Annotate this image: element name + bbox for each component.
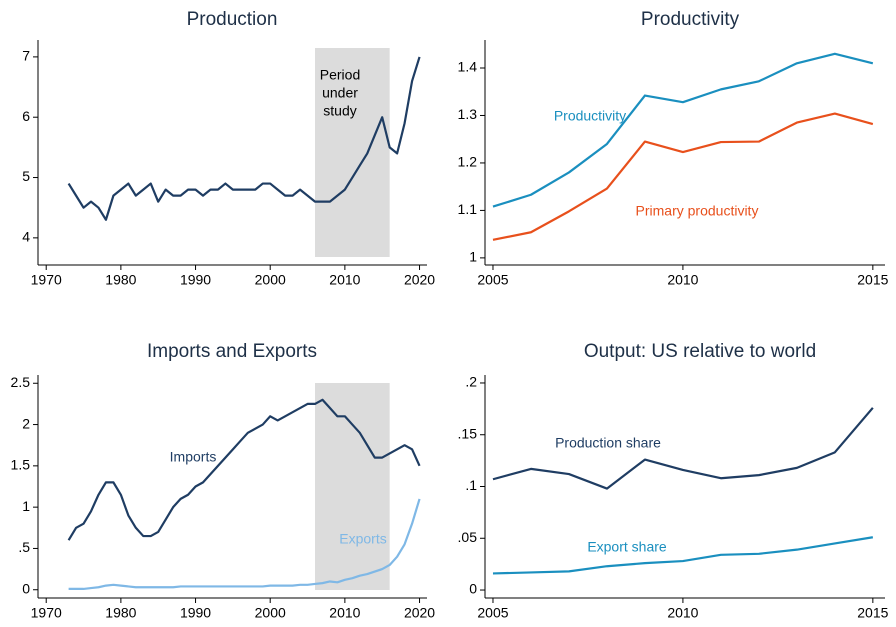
x-tick-label: 2005 <box>477 605 508 621</box>
series-label: Primary productivity <box>636 203 759 219</box>
x-tick-label: 2015 <box>857 272 888 288</box>
x-tick-label: 1990 <box>180 605 211 621</box>
x-tick-label: 2010 <box>667 605 698 621</box>
shaded-period <box>315 48 390 257</box>
x-tick-label: 2000 <box>255 272 286 288</box>
panel-title: Output: US relative to world <box>584 341 816 362</box>
y-tick-label: 2 <box>22 415 30 431</box>
y-tick-label: 1 <box>469 249 477 265</box>
x-tick-label: 1970 <box>31 605 62 621</box>
series-line <box>67 56 421 221</box>
x-tick-label: 2010 <box>329 605 360 621</box>
y-tick-label: 5 <box>22 168 30 184</box>
series-label: Export share <box>587 539 667 555</box>
annotation: under <box>322 85 358 101</box>
y-tick-label: 1.5 <box>11 457 31 473</box>
series-line <box>492 407 874 490</box>
x-tick-label: 2020 <box>404 605 435 621</box>
annotation: Period <box>320 67 360 83</box>
panel-title: Productivity <box>641 9 740 30</box>
x-tick-label: 2015 <box>857 605 888 621</box>
y-tick-label: 6 <box>22 108 30 124</box>
series-line <box>68 498 421 591</box>
y-tick-label: 1.3 <box>458 106 478 122</box>
x-tick-label: 2005 <box>477 272 508 288</box>
series-label: Production share <box>555 435 661 451</box>
y-tick-label: 7 <box>22 48 30 64</box>
y-tick-label: 1 <box>22 498 30 514</box>
y-tick-label: .2 <box>465 374 477 390</box>
y-tick-label: .5 <box>18 539 30 555</box>
x-tick-label: 2010 <box>667 272 698 288</box>
y-tick-label: .15 <box>458 425 478 441</box>
y-tick-label: 1.1 <box>458 201 478 217</box>
y-tick-label: 1.2 <box>458 154 478 170</box>
y-tick-label: 0 <box>469 581 477 597</box>
x-tick-label: 2020 <box>404 272 435 288</box>
y-tick-label: 4 <box>22 229 30 245</box>
series-label: Exports <box>339 531 386 547</box>
series-line <box>67 398 421 541</box>
x-tick-label: 1980 <box>105 605 136 621</box>
series-label: Imports <box>170 449 217 465</box>
x-tick-label: 2000 <box>255 605 286 621</box>
y-tick-label: 0 <box>22 580 30 596</box>
x-tick-label: 2010 <box>329 272 360 288</box>
series-line <box>492 112 874 241</box>
y-tick-label: .1 <box>465 477 477 493</box>
panel-title: Production <box>187 9 278 30</box>
x-tick-label: 1970 <box>31 272 62 288</box>
y-tick-label: 2.5 <box>11 374 31 390</box>
y-tick-label: 1.4 <box>458 59 478 75</box>
shaded-period <box>315 383 390 590</box>
y-tick-label: .05 <box>458 529 478 545</box>
series-line <box>492 536 874 575</box>
series-label: Productivity <box>554 108 626 124</box>
series-line <box>492 52 874 208</box>
x-tick-label: 1980 <box>105 272 136 288</box>
panel-title: Imports and Exports <box>147 341 317 362</box>
x-tick-label: 1990 <box>180 272 211 288</box>
annotation: study <box>323 103 356 119</box>
